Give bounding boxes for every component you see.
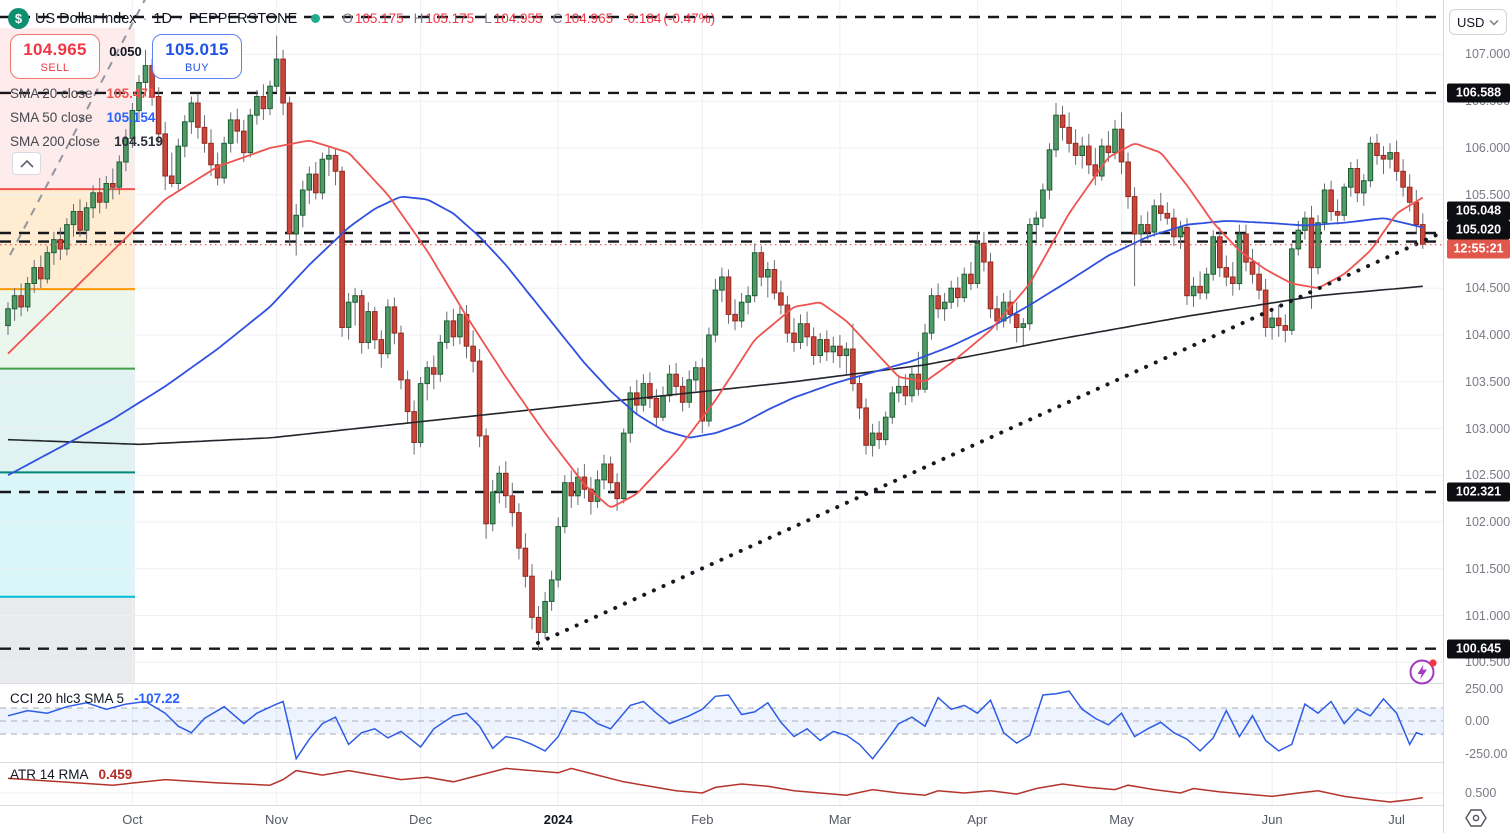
countdown-badge: 12:55:21 xyxy=(1447,239,1510,259)
month-label: Oct xyxy=(122,812,143,827)
price-label: 101.500 xyxy=(1465,561,1511,576)
exchange-name[interactable]: PEPPERSTONE xyxy=(188,10,298,27)
hexagon-settings-icon xyxy=(1465,809,1487,827)
title-separator: · xyxy=(177,10,183,27)
high-value: 105.175 xyxy=(425,11,475,26)
change-percent: (-0.47%) xyxy=(663,11,716,26)
symbol-header: $ US Dollar Index · 1D · PEPPERSTONE O 10… xyxy=(8,8,715,29)
open-label: O xyxy=(342,11,353,26)
spread-value: 0.050 xyxy=(109,44,142,59)
currency-selector[interactable]: USD xyxy=(1449,9,1507,35)
price-label: 103.500 xyxy=(1465,374,1511,389)
price-badge-alert[interactable]: 105.020 xyxy=(1447,220,1510,240)
sma200-label: SMA 200 close xyxy=(10,133,101,149)
market-status-icon[interactable] xyxy=(311,14,321,23)
price-label: 102.000 xyxy=(1465,515,1511,529)
sma50-value: 105.154 xyxy=(106,109,156,125)
sma20-line[interactable] xyxy=(7,139,1424,508)
month-label: May xyxy=(1109,812,1134,827)
atr-line[interactable] xyxy=(7,767,1423,803)
cci-label: CCI 20 hlc3 SMA 5 xyxy=(10,691,125,706)
currency-value: USD xyxy=(1457,14,1485,30)
candles xyxy=(5,35,1426,651)
price-label: 102.500 xyxy=(1465,468,1511,483)
pane-separator[interactable] xyxy=(0,683,1511,684)
close-value: 104.965 xyxy=(564,11,614,26)
price-label: 100.500 xyxy=(1465,655,1511,670)
pane-separator[interactable] xyxy=(0,762,1511,763)
high-label: H xyxy=(413,11,424,26)
price-badge-alert[interactable]: 100.645 xyxy=(1447,639,1510,659)
cci-axis-label: 0.00 xyxy=(1465,714,1490,728)
price-label: 104.500 xyxy=(1465,281,1511,296)
month-label: Dec xyxy=(409,812,433,827)
month-label: 2024 xyxy=(543,812,573,827)
atr-legend-row[interactable]: ATR 14 RMA 0.459 xyxy=(10,767,132,782)
price-badge-alert[interactable]: 106.588 xyxy=(1447,83,1510,103)
sma20-label: SMA 20 close xyxy=(10,85,93,101)
low-value: 104.955 xyxy=(493,11,543,26)
cci-value: -107.22 xyxy=(134,691,180,706)
sma200-value: 104.519 xyxy=(114,133,163,149)
atr-value: 0.459 xyxy=(98,767,133,782)
price-axis[interactable]: USD 107.000106.500106.000105.500104.5001… xyxy=(1443,0,1511,833)
cci-legend-row[interactable]: CCI 20 hlc3 SMA 5 -107.22 xyxy=(10,691,180,706)
price-label: 105.500 xyxy=(1465,187,1511,202)
change-value: -0.184 xyxy=(623,11,662,26)
atr-axis-label: 0.500 xyxy=(1465,786,1497,800)
sma200-line[interactable] xyxy=(7,285,1423,446)
price-badge-alert[interactable]: 102.321 xyxy=(1447,482,1510,502)
legend-collapse-button[interactable] xyxy=(12,152,41,175)
notification-dot xyxy=(1429,659,1437,667)
low-label: L xyxy=(484,11,492,26)
price-label: 107.000 xyxy=(1465,47,1511,62)
cci-axis-label: -250.00 xyxy=(1465,746,1508,761)
month-label: Apr xyxy=(967,812,988,827)
legend-row-sma200[interactable]: SMA 200 close 104.519 xyxy=(10,130,163,152)
legend-row-sma20[interactable]: SMA 20 close 105.471 xyxy=(10,82,155,104)
month-label: Jun xyxy=(1261,812,1283,827)
sma50-label: SMA 50 close xyxy=(10,109,93,125)
boost-button[interactable] xyxy=(1408,656,1440,693)
gray-dashed-diagonal[interactable] xyxy=(9,0,150,256)
symbol-title[interactable]: US Dollar Index xyxy=(35,10,137,27)
sma50-line[interactable] xyxy=(7,195,1424,476)
ohlc-readout: O 105.175 H 105.175 L 104.955 C 104.965 -0.1… xyxy=(334,11,715,26)
cci-line[interactable] xyxy=(7,690,1424,761)
price-badge-alert[interactable]: 105.048 xyxy=(1447,201,1510,221)
sell-button[interactable]: 104.965 SELL xyxy=(10,34,100,79)
sell-price: 104.965 xyxy=(23,39,87,59)
legend-row-sma50[interactable]: SMA 50 close 105.154 xyxy=(10,106,155,128)
price-label: 104.000 xyxy=(1465,328,1511,342)
ascending-support-dotted[interactable] xyxy=(536,230,1443,645)
price-label: 106.000 xyxy=(1465,140,1511,155)
buy-button[interactable]: 105.015 BUY xyxy=(152,34,242,79)
sma20-value: 105.471 xyxy=(106,85,156,101)
price-label: 103.000 xyxy=(1465,421,1511,436)
price-label: 101.000 xyxy=(1465,608,1511,623)
month-label: Nov xyxy=(265,812,289,827)
chart-canvas[interactable] xyxy=(0,0,1443,833)
chevron-up-icon xyxy=(19,159,34,168)
pane-separator xyxy=(0,805,1511,806)
close-label: C xyxy=(552,11,563,26)
broker-logo-icon: $ xyxy=(8,8,29,29)
month-label: Feb xyxy=(691,812,714,827)
atr-label: ATR 14 RMA xyxy=(10,767,89,782)
buy-label: BUY xyxy=(184,61,210,74)
month-label: Jul xyxy=(1388,812,1405,827)
pivot-zone-band xyxy=(0,596,135,683)
buy-price: 105.015 xyxy=(165,39,229,59)
time-axis[interactable]: Oct Nov Dec 2024 Feb Mar Apr May Jun Jul xyxy=(0,806,1443,833)
axis-settings-icon[interactable] xyxy=(1461,807,1491,834)
open-value: 105.175 xyxy=(354,11,404,26)
lightning-icon xyxy=(1409,659,1437,685)
cci-axis-label: 250.00 xyxy=(1465,681,1504,696)
pivot-zone-band xyxy=(0,368,135,473)
title-separator: · xyxy=(142,10,148,27)
chevron-down-icon xyxy=(1489,19,1499,26)
month-label: Mar xyxy=(828,812,852,827)
timeframe-selector[interactable]: 1D xyxy=(153,10,172,27)
sell-label: SELL xyxy=(40,61,70,74)
